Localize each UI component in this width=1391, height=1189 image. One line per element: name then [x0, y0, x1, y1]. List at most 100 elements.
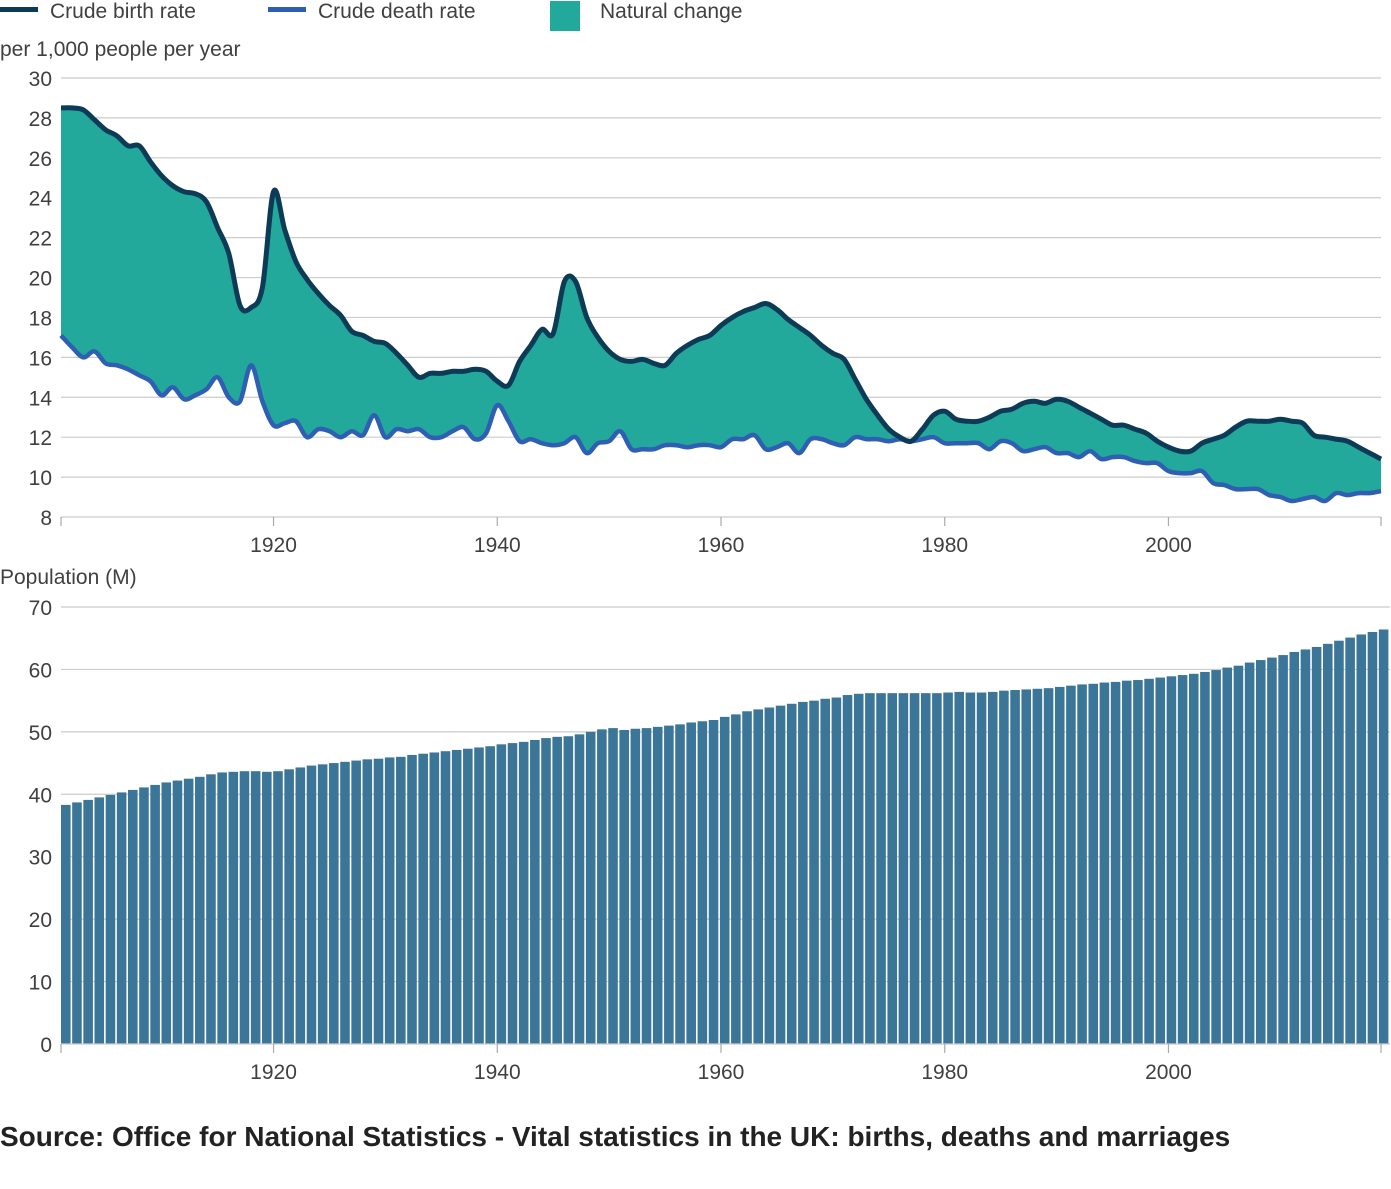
population-bar-1930	[384, 757, 395, 1044]
population-bar-1984	[987, 691, 998, 1044]
population-bar-1951	[619, 729, 629, 1044]
population-y-tick-0: 0	[40, 1034, 52, 1057]
population-bar-1957	[686, 722, 696, 1044]
rates-y-tick-16: 16	[29, 347, 52, 370]
population-bar-1950	[608, 728, 618, 1044]
population-bar-1952	[630, 728, 641, 1044]
population-bar-1925	[329, 763, 339, 1044]
natural-change-swatch	[550, 1, 580, 31]
population-bar-2006	[1233, 665, 1244, 1044]
death-rate-line	[59, 333, 1382, 504]
population-bar-1913	[195, 776, 205, 1044]
population-bar-1989	[1043, 688, 1054, 1044]
population-bar-1986	[1010, 690, 1020, 1044]
population-bar-1975	[887, 693, 898, 1044]
population-x-axis: 1920 1940 1960 1980 2000	[60, 1043, 1390, 1084]
population-bar-2000	[1166, 676, 1177, 1044]
population-bar-1996	[1121, 680, 1132, 1044]
population-bar-1904	[94, 797, 105, 1044]
population-bar-1944	[541, 738, 551, 1044]
population-bar-1993	[1088, 683, 1099, 1044]
population-bar-2003	[1200, 671, 1210, 1044]
population-y-axis-title: Population (M)	[0, 566, 137, 589]
population-y-tick-50: 50	[29, 722, 52, 745]
population-bar-1901	[61, 804, 71, 1044]
population-y-tick-labels: 0 10 20 30 40 50 60 70	[29, 597, 52, 1057]
rates-y-tick-10: 10	[29, 467, 52, 490]
population-bar-1959	[708, 720, 719, 1044]
population-bar-2014	[1322, 643, 1333, 1044]
rates-y-tick-26: 26	[29, 148, 52, 171]
population-bar-1981	[954, 691, 965, 1044]
population-x-tick-1940: 1940	[474, 1061, 521, 1084]
population-bar-1988	[1032, 688, 1043, 1044]
population-bar-2002	[1188, 673, 1199, 1044]
population-bar-2007	[1244, 662, 1255, 1044]
population-bar-1955	[664, 725, 674, 1044]
population-bar-1948	[585, 731, 596, 1044]
rates-chart: 8 10 12 14 16 18 20 22 24 26 28 30 1920 1940 1960 1980…	[29, 68, 1383, 557]
population-bar-1971	[842, 695, 853, 1044]
rates-y-tick-30: 30	[29, 68, 52, 91]
legend-birth-label: Crude birth rate	[50, 0, 196, 23]
population-bar-1906	[116, 792, 127, 1044]
rates-x-tick-2000: 2000	[1145, 534, 1192, 557]
population-bar-1932	[407, 754, 417, 1044]
population-bar-1994	[1099, 682, 1110, 1044]
rates-y-tick-14: 14	[29, 387, 53, 410]
population-bar-1921	[284, 769, 294, 1044]
population-bar-1942	[518, 741, 529, 1044]
population-bar-1966	[786, 703, 797, 1044]
population-bar-1965	[775, 705, 786, 1044]
birth-rate-swatch	[0, 7, 38, 12]
population-bar-1983	[976, 692, 987, 1044]
population-bar-2001	[1177, 675, 1188, 1044]
population-bar-1941	[507, 743, 518, 1044]
population-bar-1978	[920, 693, 931, 1044]
population-bar-1943	[530, 739, 540, 1044]
population-bar-1920	[273, 771, 283, 1044]
population-y-tick-20: 20	[29, 909, 52, 932]
population-bar-2017	[1356, 634, 1367, 1044]
population-bar-1969	[820, 698, 830, 1044]
rates-y-tick-18: 18	[29, 307, 52, 330]
population-bar-1938	[474, 747, 484, 1044]
population-bar-1933	[418, 753, 428, 1044]
population-bar-2011	[1289, 651, 1300, 1044]
population-bar-2015	[1334, 640, 1344, 1044]
population-bar-1958	[697, 721, 708, 1044]
population-bar-1985	[999, 690, 1009, 1044]
population-bar-2008	[1255, 660, 1266, 1044]
population-bar-1949	[597, 729, 607, 1044]
population-bar-2012	[1300, 649, 1311, 1044]
population-y-tick-30: 30	[29, 847, 52, 870]
rates-y-tick-28: 28	[29, 108, 52, 131]
population-bar-1935	[440, 751, 451, 1044]
population-bar-1937	[463, 748, 473, 1044]
rates-x-tick-1980: 1980	[921, 534, 968, 557]
population-x-tick-2000: 2000	[1145, 1061, 1192, 1084]
population-bars	[61, 629, 1389, 1044]
population-bar-2004	[1211, 670, 1221, 1044]
chart-canvas: 8 10 12 14 16 18 20 22 24 26 28 30 1920 1940 1960 1980…	[29, 68, 1390, 1084]
birth-rate-line	[60, 105, 1383, 462]
population-bar-2013	[1311, 646, 1322, 1044]
population-bar-1931	[396, 756, 406, 1044]
population-bar-1919	[262, 771, 272, 1044]
population-bar-1961	[731, 714, 741, 1044]
population-bar-1946	[563, 736, 574, 1044]
population-bar-2019	[1378, 629, 1389, 1044]
rates-y-tick-labels: 8 10 12 14 16 18 20 22 24 26 28 30	[29, 68, 53, 530]
population-bar-1934	[429, 752, 440, 1044]
population-bar-1991	[1066, 685, 1076, 1044]
rates-y-tick-22: 22	[29, 228, 52, 251]
population-bar-1998	[1144, 678, 1154, 1044]
rates-x-tick-1920: 1920	[250, 534, 297, 557]
legend-death-label: Crude death rate	[318, 0, 476, 23]
population-bar-1956	[675, 724, 685, 1044]
population-bar-1914	[206, 774, 216, 1044]
population-bar-2005	[1222, 667, 1233, 1044]
population-bar-1964	[764, 707, 775, 1044]
population-bar-1999	[1155, 677, 1166, 1044]
population-bar-1992	[1077, 684, 1087, 1044]
